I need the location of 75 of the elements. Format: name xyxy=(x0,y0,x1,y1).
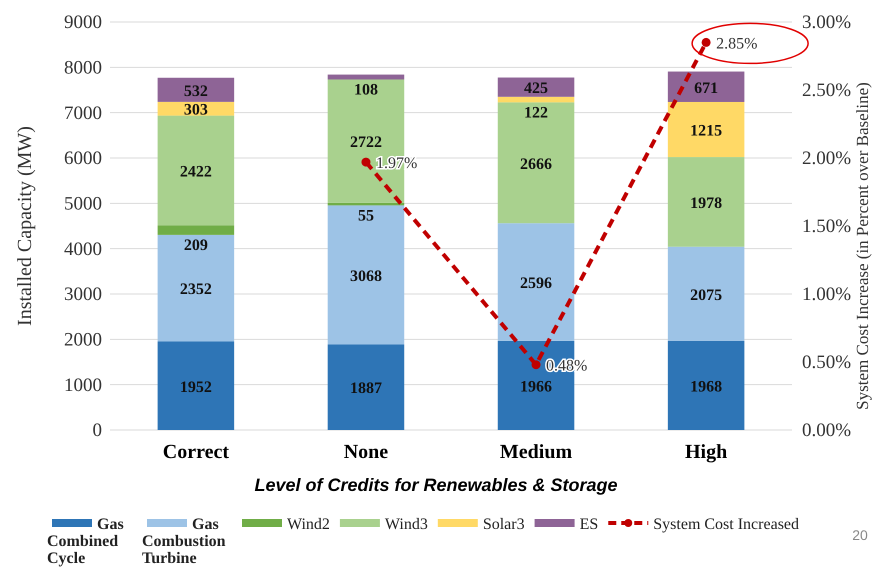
y2-tick-label: 1.00% xyxy=(802,284,852,306)
bar xyxy=(498,102,574,224)
legend-label: Gas Combustion Turbine xyxy=(142,516,226,567)
data-label: 2.85% xyxy=(716,35,758,52)
y-tick-label: 7000 xyxy=(64,102,102,124)
y2-axis-title: System Cost Increase (in Percent over Baseline) xyxy=(853,82,872,410)
data-label: 1978 xyxy=(690,194,722,212)
bar xyxy=(668,102,744,158)
bar xyxy=(158,234,234,342)
y-tick-label: 5000 xyxy=(64,193,102,214)
data-label: 55 xyxy=(358,207,374,224)
y-tick-label: 6000 xyxy=(64,148,102,170)
data-label: 1887 xyxy=(350,380,382,398)
legend-label: System Cost Increased xyxy=(653,516,800,533)
legend-label: Wind3 xyxy=(384,516,428,533)
y-tick-label: 8000 xyxy=(64,57,102,78)
y2-tick-label: 2.00% xyxy=(802,148,852,170)
data-label: 2722 xyxy=(350,134,382,152)
data-label: 1968 xyxy=(690,378,722,396)
bar xyxy=(158,225,234,235)
bar xyxy=(668,157,744,247)
data-label: 209 xyxy=(184,236,208,254)
legend-label: Gas Combined Cycle xyxy=(47,516,124,567)
data-label: 532 xyxy=(184,82,208,100)
point xyxy=(702,38,711,47)
x-tick-label: Medium xyxy=(500,441,572,464)
y2-tick-label: 3.00% xyxy=(802,12,852,34)
bar xyxy=(328,202,404,206)
bar xyxy=(498,78,574,97)
data-label: 1966 xyxy=(520,378,552,396)
legend-label: Solar3 xyxy=(482,516,525,533)
bar xyxy=(158,116,234,226)
bar xyxy=(328,74,404,80)
y-tick-label: 4000 xyxy=(64,238,102,260)
data-label: 1215 xyxy=(690,122,722,140)
bar xyxy=(328,344,404,430)
x-tick-label: None xyxy=(344,441,388,464)
x-tick-label: High xyxy=(684,441,728,464)
data-label: 122 xyxy=(524,104,548,122)
data-label: 2352 xyxy=(180,281,212,298)
bar xyxy=(668,72,744,102)
y2-tick-label: 0.50% xyxy=(802,352,852,374)
text: 20 xyxy=(852,527,868,543)
bar xyxy=(498,223,574,341)
y-tick-label: 9000 xyxy=(64,12,102,34)
y-tick-label: 0 xyxy=(92,420,102,442)
y-axis-title: Installed Capacity (MW) xyxy=(14,126,36,326)
x-axis-title: Level of Credits for Renewables & Storage xyxy=(254,475,618,495)
bar xyxy=(498,96,574,102)
bar xyxy=(158,342,234,430)
point xyxy=(532,360,541,370)
legend-label: ES xyxy=(580,516,598,533)
bar xyxy=(668,246,744,341)
y2-tick-label: 0.00% xyxy=(802,420,852,442)
data-label: 2422 xyxy=(180,164,212,181)
data-label: 108 xyxy=(354,81,378,98)
y-tick-label: 3000 xyxy=(64,284,102,306)
bar xyxy=(668,340,744,430)
legend-label: Wind2 xyxy=(287,516,330,533)
y-tick-label: 2000 xyxy=(64,329,102,350)
bar xyxy=(158,78,234,102)
data-label: 2075 xyxy=(690,286,722,304)
data-label: 671 xyxy=(694,80,718,97)
x-tick-label: Correct xyxy=(162,441,230,464)
data-label: 425 xyxy=(524,80,548,98)
y-tick-label: 1000 xyxy=(64,374,102,396)
point xyxy=(361,158,370,167)
y2-tick-label: 2.50% xyxy=(802,80,852,102)
data-label: 3068 xyxy=(350,268,382,285)
data-label: 2596 xyxy=(520,275,552,292)
bar xyxy=(328,205,404,344)
y2-tick-label: 1.50% xyxy=(802,216,852,238)
data-label: 1952 xyxy=(180,378,212,396)
data-label: 303 xyxy=(184,102,208,119)
data-label: 2666 xyxy=(520,156,552,173)
